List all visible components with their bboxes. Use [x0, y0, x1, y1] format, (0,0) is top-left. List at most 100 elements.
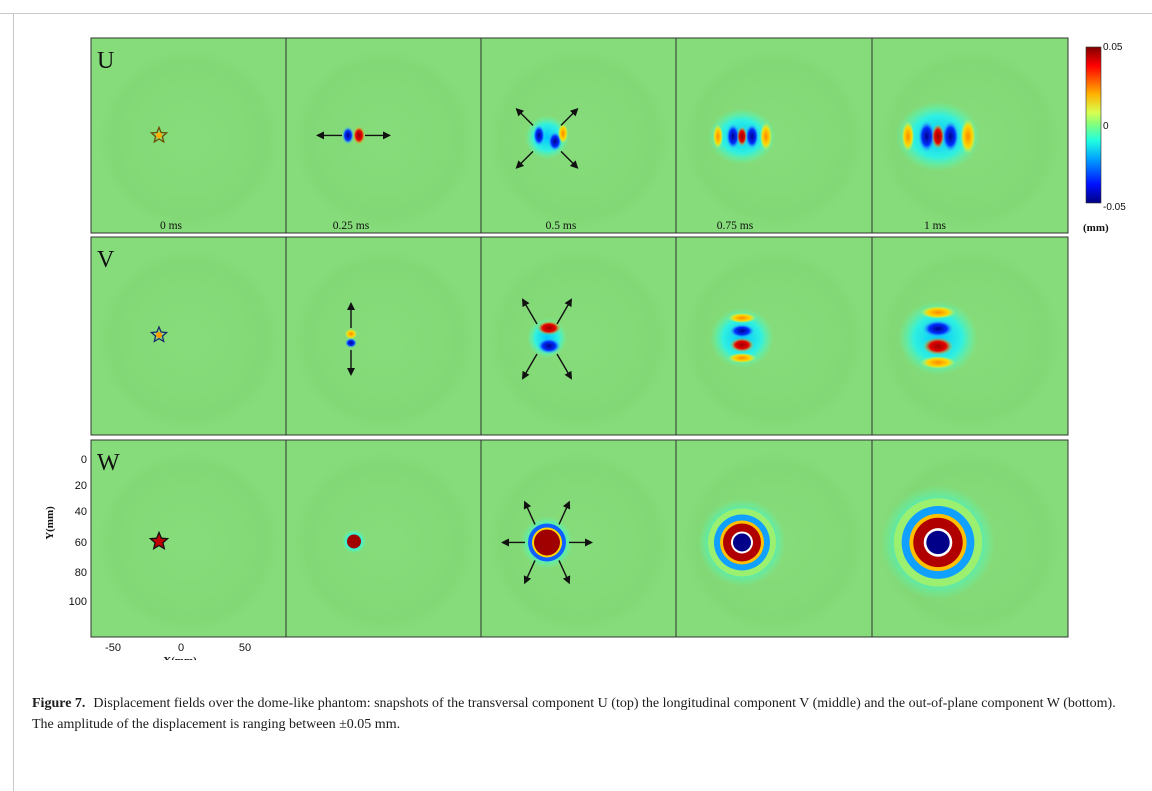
panel-U-0 [90, 37, 288, 234]
ring-orange-bottom [728, 352, 756, 363]
ring-orange-right [960, 118, 976, 154]
caption-text: Displacement fields over the dome-like p… [32, 696, 1116, 732]
ring-orange-right [760, 122, 772, 151]
panel-W-2 [480, 439, 678, 638]
arrow-sw [521, 353, 538, 380]
wave-blue [533, 124, 545, 147]
time-label: 0.25 ms [333, 220, 370, 232]
y-axis-title: Y(mm) [44, 506, 56, 540]
dome-region [291, 450, 477, 635]
y-tick-label: 40 [75, 506, 87, 518]
x-axis-title: X(mm) [163, 655, 197, 660]
time-label: 0 ms [160, 220, 183, 232]
wave-red-bottom [923, 337, 953, 355]
colorbar-unit-label: (mm) [1083, 222, 1109, 234]
displacement-figure: U V W 0 ms 0.25 ms 0.5 ms 0.75 ms 1 ms 0.05 0 -0.… [44, 37, 1126, 660]
source-dot [156, 132, 162, 139]
wave-blue [345, 337, 357, 348]
wave-orange [558, 123, 568, 144]
core-navy [926, 530, 950, 555]
panel-W-1 [285, 439, 483, 638]
dome-region [291, 247, 477, 433]
wave-blue-right [745, 123, 759, 150]
ring-orange-left [713, 124, 723, 149]
colorbar-mid-label: 0 [1103, 121, 1109, 132]
colorbar: 0.05 0 -0.05 (mm) [1083, 42, 1126, 234]
row-label-U: U [97, 48, 114, 74]
arrow-nw [515, 107, 534, 126]
panel-W-4 [871, 439, 1069, 638]
arrow-se [556, 353, 573, 380]
source-star [149, 125, 169, 144]
ring-orange-top [728, 312, 756, 323]
arrow-ne [556, 298, 573, 325]
wave-red [537, 320, 561, 335]
panel-V-1 [285, 236, 483, 436]
wave-red-core [737, 126, 747, 147]
y-tick-label: 60 [75, 537, 87, 549]
dome-region [96, 450, 282, 635]
dome-region [96, 247, 282, 433]
panel-V-2 [480, 236, 678, 436]
arrow-se [558, 560, 571, 585]
axis-layer: 0 20 40 60 80 100 Y(mm) -50 0 50 X(mm) [44, 454, 251, 660]
dome-region [681, 247, 867, 433]
ring-orange-bottom [920, 356, 956, 369]
wave-blue-top [729, 323, 755, 338]
label-layer: U V W 0 ms 0.25 ms 0.5 ms 0.75 ms 1 ms [97, 48, 947, 476]
arrow-nw [523, 500, 536, 525]
wave-blue-left [918, 120, 936, 153]
panel-border [871, 236, 1069, 436]
arrow-sw [515, 150, 534, 169]
panel-border [871, 37, 1069, 234]
wave-blue [537, 337, 561, 354]
row-label-W: W [97, 450, 120, 476]
wave-red [353, 126, 365, 145]
source-star [149, 325, 169, 343]
time-label: 1 ms [924, 220, 947, 232]
panel-border [871, 439, 1069, 638]
colorbar-max-label: 0.05 [1103, 42, 1123, 53]
wave-red-core [931, 123, 945, 149]
y-tick-label: 100 [69, 596, 87, 608]
wave-orange [345, 328, 357, 339]
panel-U-1 [285, 37, 483, 234]
panel-W-0 [90, 439, 288, 638]
panel-U-2 [480, 37, 678, 234]
x-tick-label: 0 [178, 642, 184, 654]
panel-W-3 [675, 439, 873, 638]
panel-grid [90, 37, 1069, 638]
colorbar-min-label: -0.05 [1103, 202, 1126, 213]
wave-core [534, 529, 560, 556]
panel-V-0 [90, 236, 288, 436]
dome-region [487, 47, 671, 232]
wave-blue-left [726, 123, 740, 150]
wave-blue [342, 126, 354, 145]
frame-left-rule [13, 13, 14, 791]
wave-core [347, 534, 361, 549]
arrow-sw [523, 560, 536, 585]
arrow-ne [560, 107, 579, 126]
source-dot [156, 331, 162, 338]
dome-region [97, 47, 281, 232]
wave-blue-right [941, 120, 960, 153]
x-tick-label: -50 [105, 642, 121, 654]
frame-top-rule [0, 13, 1152, 14]
panel-U-3 [675, 37, 873, 234]
ring-orange-left [901, 121, 915, 152]
arrow-ne [558, 500, 571, 525]
arrow-se [560, 150, 579, 169]
y-tick-label: 20 [75, 480, 87, 492]
core-navy [733, 533, 751, 552]
x-tick-label: 50 [239, 642, 251, 654]
figure-caption: Figure 7. Displacement fields over the do… [32, 693, 1122, 735]
colorbar-gradient [1085, 46, 1102, 204]
time-label: 0.5 ms [546, 220, 577, 232]
time-label: 0.75 ms [717, 220, 754, 232]
row-label-V: V [97, 247, 115, 273]
dome-region [486, 247, 672, 433]
arrow-nw [521, 298, 538, 325]
source-star [148, 530, 170, 551]
y-tick-label: 0 [81, 454, 87, 466]
y-tick-label: 80 [75, 567, 87, 579]
